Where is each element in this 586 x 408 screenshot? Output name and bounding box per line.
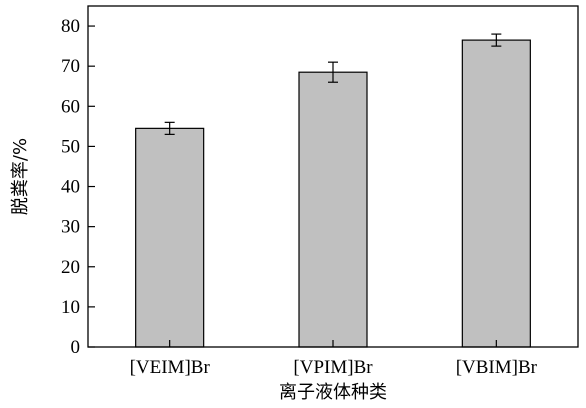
y-tick-label: 0 — [71, 337, 81, 358]
bar-1 — [135, 127, 205, 348]
x-axis-category-labels: [VEIM]Br [VPIM]Br [VBIM]Br — [130, 340, 538, 378]
error-bar-1 — [164, 121, 175, 135]
x-tick-label: [VEIM]Br — [130, 357, 211, 378]
y-tick-label: 80 — [61, 16, 80, 37]
bar-3 — [461, 39, 531, 348]
x-tick-label: [VBIM]Br — [456, 357, 538, 378]
y-tick-label: 30 — [61, 217, 80, 238]
y-axis-title: 脱粪率/% — [10, 138, 31, 215]
error-bar-3 — [491, 33, 502, 47]
error-bar-2 — [328, 61, 338, 83]
plot-marks — [135, 33, 531, 348]
y-tick-label: 50 — [61, 136, 80, 157]
x-axis-title: 离子液体种类 — [279, 382, 387, 403]
y-tick-label: 10 — [61, 297, 80, 318]
y-axis-ticks: 0 10 20 30 40 50 60 70 80 — [61, 16, 95, 358]
y-tick-label: 60 — [61, 96, 80, 117]
y-tick-label: 70 — [61, 56, 80, 77]
bar-2 — [298, 71, 368, 348]
y-tick-label: 40 — [61, 177, 80, 198]
y-tick-label: 20 — [61, 257, 80, 278]
x-tick-label: [VPIM]Br — [293, 357, 373, 378]
